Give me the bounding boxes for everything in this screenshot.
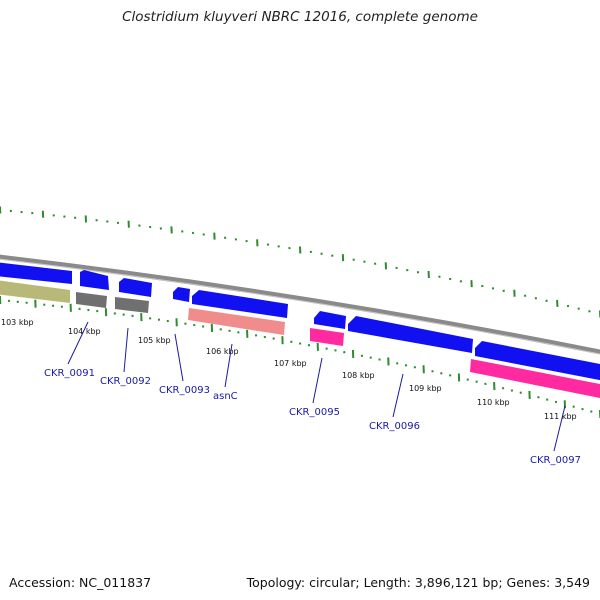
gene-block[interactable]	[0, 280, 70, 303]
gene-label-ckr-0095[interactable]: CKR_0095	[289, 407, 340, 418]
gene-label-ckr-0097[interactable]: CKR_0097	[530, 455, 581, 466]
gene-block[interactable]	[470, 359, 600, 400]
scale-label: 108 kbp	[342, 371, 375, 380]
gene-arrow[interactable]	[475, 341, 600, 382]
gene-arrow[interactable]	[314, 311, 346, 329]
forward-strand-genes	[0, 262, 600, 382]
gene-arrow[interactable]	[80, 270, 109, 290]
gene-labels: CKR_0091 CKR_0092 CKR_0093 asnC CKR_0095…	[44, 368, 581, 466]
gene-block[interactable]	[310, 328, 344, 346]
gene-label-asnc[interactable]: asnC	[213, 391, 238, 402]
scale-label: 109 kbp	[409, 384, 442, 393]
map-title: Clostridium kluyveri NBRC 12016, complet…	[122, 9, 478, 25]
scale-labels: 103 kbp 104 kbp 105 kbp 106 kbp 107 kbp …	[1, 318, 577, 421]
gene-arrow[interactable]	[0, 262, 72, 284]
gene-block[interactable]	[188, 308, 285, 335]
gene-block[interactable]	[76, 292, 107, 308]
gene-arrow[interactable]	[348, 316, 473, 353]
gene-label-leaders	[67, 321, 566, 452]
gene-label-ckr-0093[interactable]: CKR_0093	[159, 385, 210, 396]
gene-arrow[interactable]	[192, 290, 288, 318]
scale-label: 105 kbp	[138, 336, 171, 345]
gene-block[interactable]	[115, 297, 149, 313]
gene-arrow[interactable]	[173, 287, 190, 302]
accession-text: Accession: NC_011837	[9, 575, 152, 590]
reverse-strand-genes	[0, 280, 600, 400]
gc-content-track	[0, 206, 600, 318]
gene-label-ckr-0096[interactable]: CKR_0096	[369, 421, 420, 432]
topology-text: Topology: circular; Length: 3,896,121 bp…	[246, 575, 590, 590]
scale-label: 107 kbp	[274, 359, 307, 368]
gene-arrow[interactable]	[119, 278, 152, 297]
scale-label: 106 kbp	[206, 347, 239, 356]
scale-label: 110 kbp	[477, 398, 510, 407]
scale-label: 103 kbp	[1, 318, 34, 327]
gene-label-ckr-0092[interactable]: CKR_0092	[100, 376, 151, 387]
scale-label: 104 kbp	[68, 327, 101, 336]
genome-backbone	[0, 254, 600, 355]
scale-label: 111 kbp	[544, 412, 577, 421]
gene-label-ckr-0091[interactable]: CKR_0091	[44, 368, 95, 379]
